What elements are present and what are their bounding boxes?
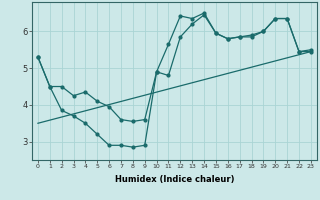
X-axis label: Humidex (Indice chaleur): Humidex (Indice chaleur) (115, 175, 234, 184)
